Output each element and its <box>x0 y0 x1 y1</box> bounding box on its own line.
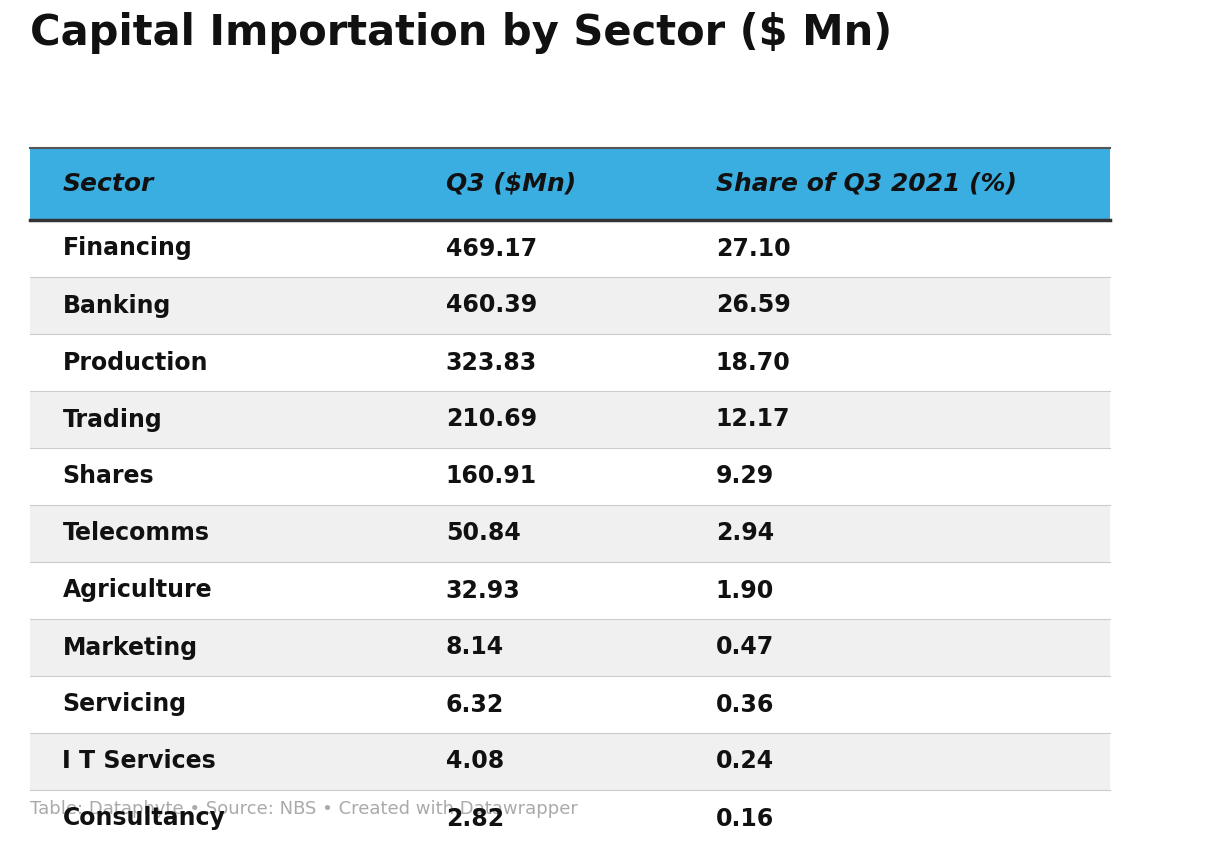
Text: Telecomms: Telecomms <box>62 522 210 545</box>
Text: 26.59: 26.59 <box>716 294 791 317</box>
Text: 0.24: 0.24 <box>716 749 773 773</box>
Text: Marketing: Marketing <box>62 636 198 659</box>
Text: Banking: Banking <box>62 294 171 317</box>
Text: 1.90: 1.90 <box>716 578 773 603</box>
Text: Production: Production <box>62 350 207 375</box>
Text: 2.82: 2.82 <box>445 807 504 830</box>
Text: 0.36: 0.36 <box>716 692 775 717</box>
Text: Agriculture: Agriculture <box>62 578 212 603</box>
Text: 4.08: 4.08 <box>445 749 504 773</box>
Text: Shares: Shares <box>62 464 154 489</box>
Text: Q3 ($Mn): Q3 ($Mn) <box>445 172 576 196</box>
Text: 32.93: 32.93 <box>445 578 521 603</box>
Text: 460.39: 460.39 <box>445 294 537 317</box>
Text: Share of Q3 2021 (%): Share of Q3 2021 (%) <box>716 172 1016 196</box>
Text: Trading: Trading <box>62 408 162 431</box>
Text: 27.10: 27.10 <box>716 236 791 261</box>
Text: 160.91: 160.91 <box>445 464 537 489</box>
Text: Consultancy: Consultancy <box>62 807 226 830</box>
Text: 210.69: 210.69 <box>445 408 537 431</box>
Text: Financing: Financing <box>62 236 193 261</box>
Text: 469.17: 469.17 <box>445 236 537 261</box>
Text: 9.29: 9.29 <box>716 464 773 489</box>
Text: Table: Dataphyte • Source: NBS • Created with Datawrapper: Table: Dataphyte • Source: NBS • Created… <box>30 800 578 818</box>
Text: Sector: Sector <box>62 172 154 196</box>
Text: Servicing: Servicing <box>62 692 187 717</box>
Text: 12.17: 12.17 <box>716 408 791 431</box>
Text: 0.47: 0.47 <box>716 636 773 659</box>
Text: 6.32: 6.32 <box>445 692 504 717</box>
Text: Capital Importation by Sector ($ Mn): Capital Importation by Sector ($ Mn) <box>30 12 892 54</box>
Text: 0.16: 0.16 <box>716 807 773 830</box>
Text: 323.83: 323.83 <box>445 350 537 375</box>
Text: 2.94: 2.94 <box>716 522 773 545</box>
Text: 8.14: 8.14 <box>445 636 504 659</box>
Text: 50.84: 50.84 <box>445 522 521 545</box>
Text: 18.70: 18.70 <box>716 350 791 375</box>
Text: I T Services: I T Services <box>62 749 216 773</box>
